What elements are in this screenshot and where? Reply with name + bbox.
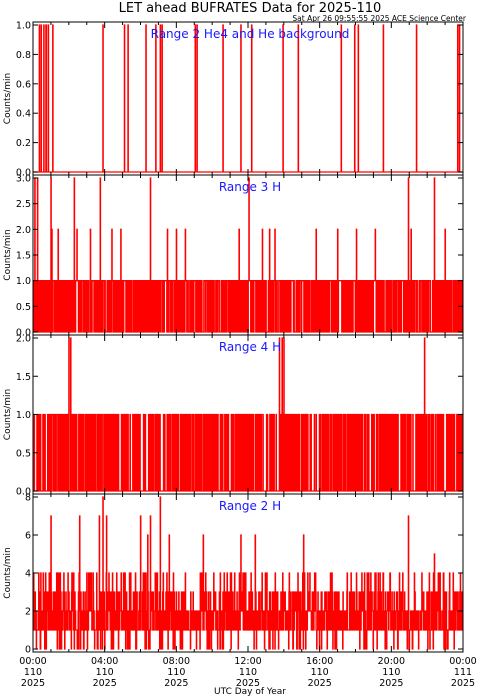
y-tick-label: 2.0 xyxy=(16,225,31,236)
x-tick-label: 110 xyxy=(239,667,257,678)
y-tick-label: 0.5 xyxy=(16,448,31,459)
panel-2: 0.0 0.5 1.0 1.5 2.0 2.5 3.0 Range 3 H Counts/min xyxy=(3,174,464,339)
x-tick-label: 110 xyxy=(382,667,400,678)
x-tick-label: 08:00 xyxy=(163,656,190,667)
y-axis-label: Counts/min xyxy=(3,389,13,440)
y-tick-label: 0.0 xyxy=(16,168,31,179)
x-tick-label: 2025 xyxy=(21,678,45,689)
figure-title: LET ahead BUFRATES Data for 2025-110 xyxy=(119,1,382,16)
y-tick-label: 0.0 xyxy=(16,487,31,498)
plot-frame xyxy=(32,21,464,176)
y-tick-label: 1.5 xyxy=(16,251,31,262)
y-tick-label: 3.0 xyxy=(16,174,31,185)
x-tick-label: 04:00 xyxy=(91,656,118,667)
x-tick-label: 2025 xyxy=(164,678,188,689)
x-tick-label: 16:00 xyxy=(306,656,333,667)
panel-title: Range 2 H xyxy=(219,499,281,513)
x-tick-label: 110 xyxy=(311,667,329,678)
y-tick-label: 0.2 xyxy=(16,138,31,149)
panel-title: Range 2 He4 and He background xyxy=(151,27,350,41)
series-line xyxy=(33,337,463,492)
x-axis-label: UTC Day of Year xyxy=(214,687,286,697)
x-tick-label: 110 xyxy=(24,667,42,678)
x-tick-label: 12:00 xyxy=(234,656,261,667)
y-tick-label: 1.0 xyxy=(16,276,31,287)
panel-title: Range 3 H xyxy=(219,180,281,194)
y-tick-label: 0 xyxy=(25,645,31,656)
y-tick-label: 1.0 xyxy=(16,410,31,421)
y-tick-label: 1.0 xyxy=(16,21,31,32)
panel-1: 0.0 0.2 0.4 0.6 0.8 1.0 Range 2 He4 and He bac… xyxy=(3,21,464,179)
y-tick-label: 2 xyxy=(25,607,31,618)
x-tick-label: 2025 xyxy=(93,678,117,689)
y-axis-label: Counts/min xyxy=(3,229,13,280)
x-tick-label: 20:00 xyxy=(378,656,405,667)
y-axis-label: Counts/min xyxy=(3,547,13,598)
y-tick-label: 8 xyxy=(25,493,31,504)
y-tick-label: 0.0 xyxy=(16,328,31,339)
y-axis-label: Counts/min xyxy=(3,73,13,124)
series-line xyxy=(33,24,463,173)
y-tick-label: 2.0 xyxy=(16,334,31,345)
x-tick-label: 2025 xyxy=(308,678,332,689)
y-tick-label: 0.8 xyxy=(16,50,31,61)
y-tick-label: 1.5 xyxy=(16,372,31,383)
y-tick-label: 0.6 xyxy=(16,79,31,90)
y-tick-label: 0.4 xyxy=(16,109,31,120)
y-tick-label: 6 xyxy=(25,531,31,542)
x-tick-label: 111 xyxy=(454,667,472,678)
x-tick-labels: 00:00110202504:00110202508:00110202512:0… xyxy=(19,656,476,689)
y-tick-label: 0.5 xyxy=(16,302,31,313)
panel-3: 0.0 0.5 1.0 1.5 2.0 Range 4 H Counts/min xyxy=(3,334,464,498)
panel-title: Range 4 H xyxy=(219,340,281,354)
x-tick-label: 2025 xyxy=(236,678,260,689)
series-line xyxy=(32,177,464,333)
panels: 0.0 0.2 0.4 0.6 0.8 1.0 Range 2 He4 and He bac… xyxy=(3,21,477,690)
x-tick-label: 110 xyxy=(167,667,185,678)
x-tick-label: 00:00 xyxy=(449,656,476,667)
series-line xyxy=(32,496,464,650)
y-tick-label: 4 xyxy=(25,569,31,580)
timestamp: Sat Apr 26 09:55:55 2025 ACE Science Cen… xyxy=(292,14,466,23)
panel-4: 0 2 4 6 8 Range 2 H Counts/min xyxy=(3,493,464,656)
x-tick-label: 2025 xyxy=(379,678,403,689)
x-tick-label: 00:00 xyxy=(19,656,46,667)
y-tick-label: 2.5 xyxy=(16,199,31,210)
x-tick-label: 2025 xyxy=(451,678,475,689)
x-tick-label: 110 xyxy=(96,667,114,678)
